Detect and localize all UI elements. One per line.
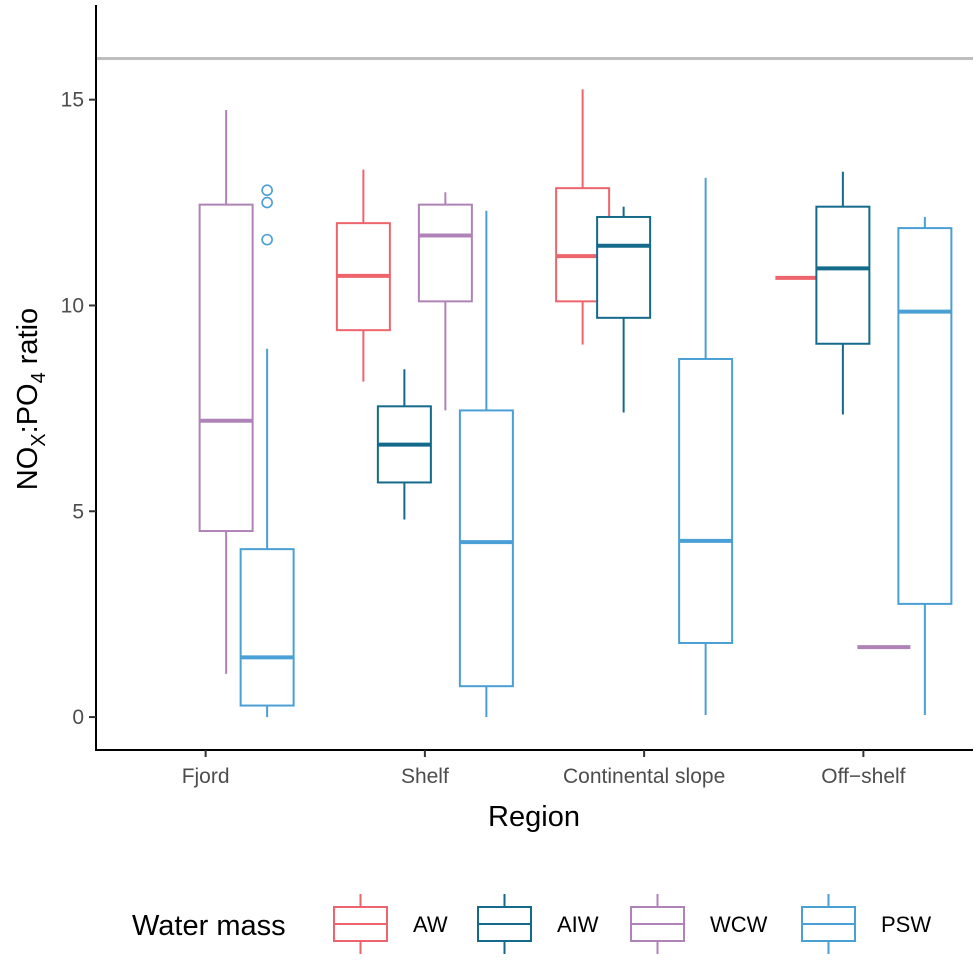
y-axis-title: NOX:PO4 ratio [12,308,50,490]
box [239,548,295,707]
box [198,203,254,533]
legend-label: AIW [557,912,599,937]
boxplot-psw [897,216,953,716]
x-tick-label: Off−shelf [821,765,905,788]
legend-label: WCW [710,912,768,937]
legend: Water mass AW AIW WCW PSW [132,894,931,954]
legend-item-aw: AW [333,894,448,954]
y-tick-label: 5 [72,500,84,523]
boxes-layer [198,89,953,718]
y-tick-label: 0 [72,706,84,729]
axes [95,5,973,751]
y-axis-title-part: :PO [12,383,44,433]
y-axis-title-subscript: 4 [28,372,50,383]
boxplot-wcw [417,192,473,411]
boxplot-psw [678,177,734,716]
box [815,205,871,345]
boxplot-aiw [815,171,871,415]
outlier-point [261,184,273,197]
y-axis-title-part: NO [12,447,44,491]
x-tick-label: Shelf [401,765,449,788]
legend-label: PSW [881,912,931,937]
y-axis-title-subscript: X [28,433,50,446]
boxplot-psw [458,210,514,718]
outlier-point [261,233,273,246]
y-axis-title-part: ratio [12,308,44,372]
y-ticks: 0 5 10 15 [61,89,96,729]
y-tick-label: 15 [61,89,84,112]
box [897,227,953,605]
box [458,409,514,688]
legend-item-psw: PSW [801,894,931,954]
legend-title: Water mass [132,910,286,942]
boxplot-aiw [376,369,432,520]
box [417,203,473,303]
outlier-point [261,196,273,209]
legend-item-wcw: WCW [630,894,768,954]
box [678,357,734,644]
legend-item-aiw: AIW [477,894,599,954]
x-tick-label: Fjord [182,765,230,788]
legend-label: AW [413,912,448,937]
box [596,215,652,319]
x-ticks: Fjord Shelf Continental slope Off−shelf [182,750,906,788]
y-tick-label: 10 [61,294,84,317]
boxplot-aiw [596,206,652,413]
boxplot-aw [335,169,391,382]
boxplot-psw [239,184,295,718]
x-tick-label: Continental slope [563,765,725,788]
boxplot-wcw [198,109,254,674]
x-axis-title: Region [488,801,580,833]
